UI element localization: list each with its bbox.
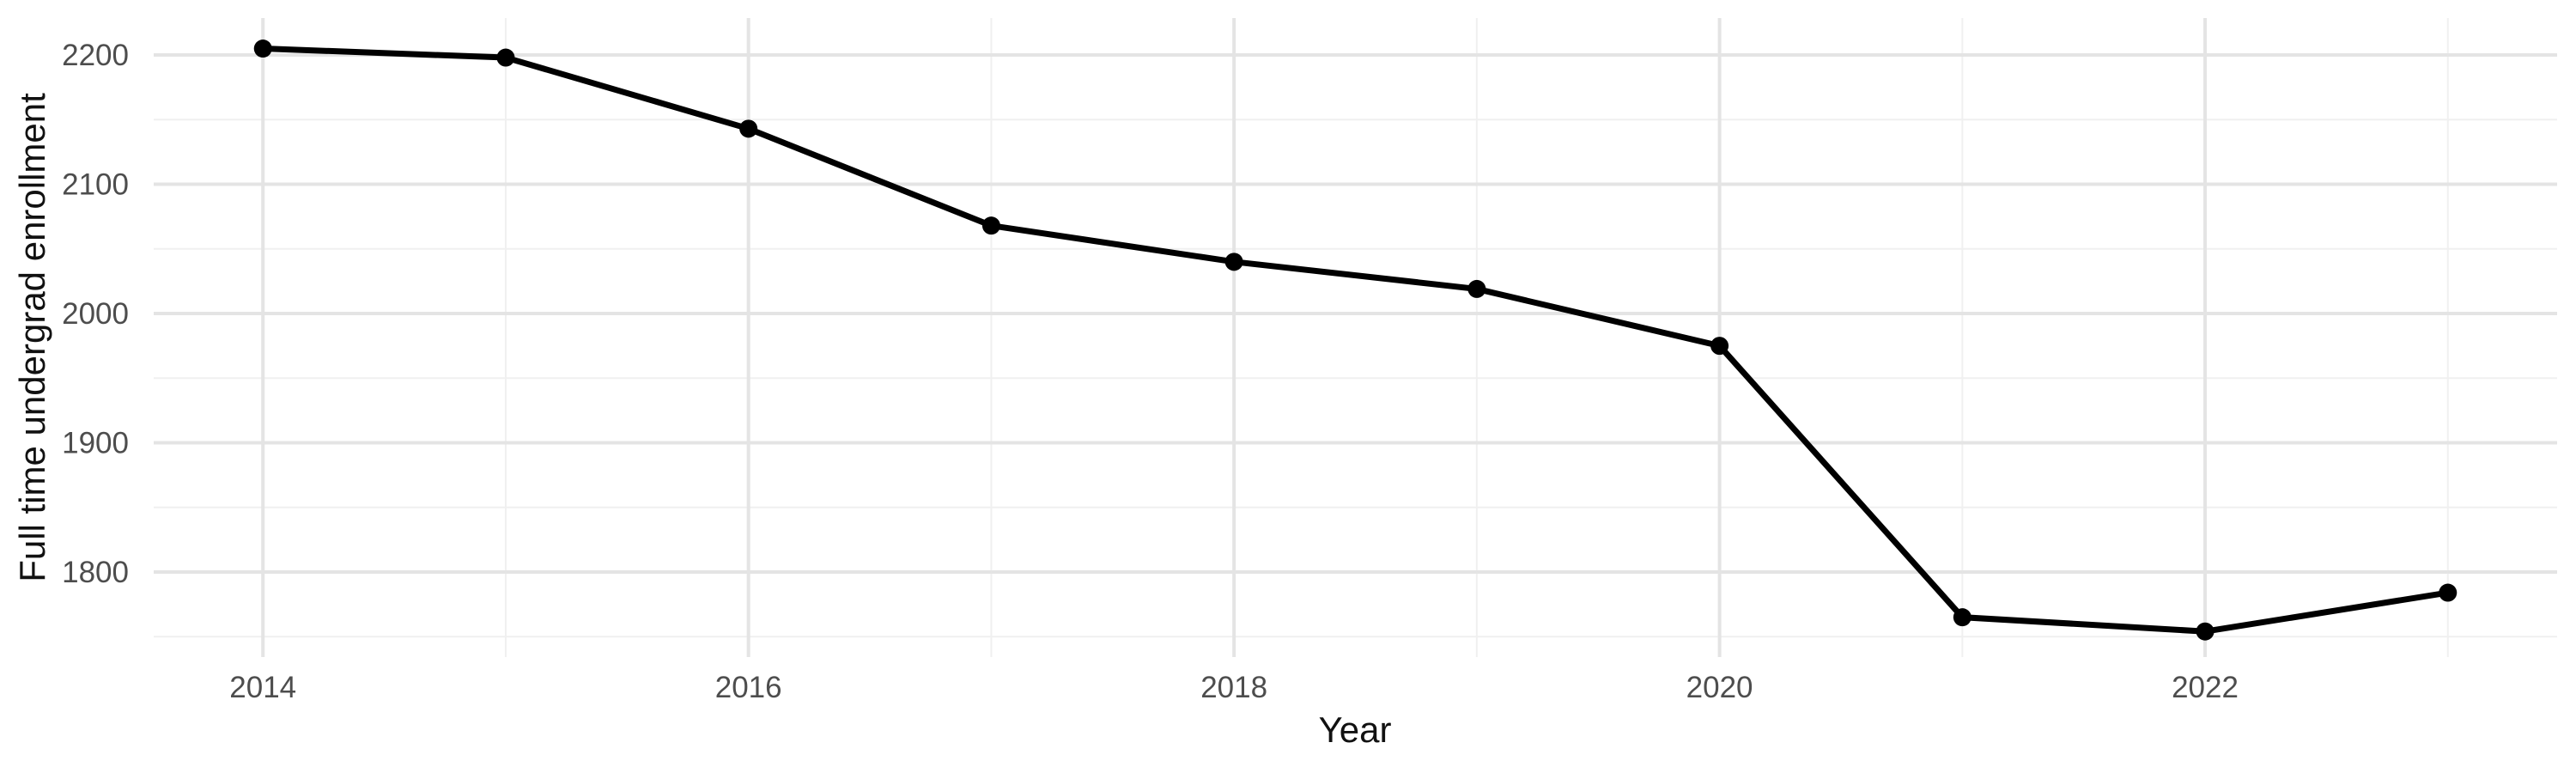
data-point [1224, 253, 1243, 271]
x-axis-tick-label: 2020 [1686, 671, 1753, 704]
data-point [253, 40, 272, 58]
data-point [739, 119, 758, 138]
data-point [1953, 608, 1971, 627]
axis-labels: 2014 2016 2018 2020 2022 1800 1900 2000 2100 2200 [62, 39, 2239, 704]
x-axis-title: Year [1319, 709, 1392, 750]
data-point [2439, 583, 2458, 602]
y-axis-tick-label: 2100 [62, 168, 129, 202]
data-point [2196, 622, 2215, 641]
x-axis-tick-label: 2014 [229, 671, 296, 704]
y-axis-tick-label: 2200 [62, 39, 129, 72]
trend-line [263, 46, 2449, 635]
data-point [1710, 337, 1729, 356]
y-axis-title: Full time undergrad enrollment [12, 93, 52, 582]
y-axis-tick-label: 2000 [62, 297, 129, 331]
major-gridlines [154, 18, 2557, 657]
y-axis-tick-label: 1900 [62, 426, 129, 460]
data-point [981, 216, 1000, 235]
x-axis-tick-label: 2018 [1200, 671, 1267, 704]
minor-gridlines [154, 18, 2557, 657]
data-point [496, 48, 515, 67]
x-axis-tick-label: 2016 [715, 671, 782, 704]
data-series [253, 40, 2458, 641]
data-point [1467, 279, 1486, 298]
x-axis-tick-label: 2022 [2172, 671, 2239, 704]
y-axis-tick-label: 1800 [62, 556, 129, 589]
